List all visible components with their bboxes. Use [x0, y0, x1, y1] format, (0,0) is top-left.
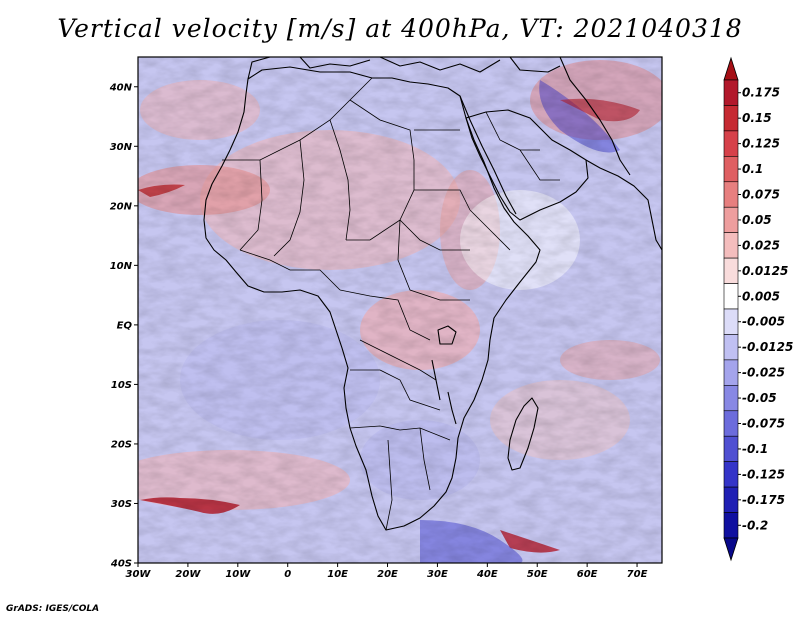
- axis-ticks: [134, 86, 638, 567]
- lon-label: 50E: [527, 569, 548, 580]
- colorbar-swatch: [723, 105, 739, 132]
- colorbar-label: 0.0125: [742, 264, 788, 278]
- colorbar-label: -0.175: [742, 493, 785, 507]
- colorbar-bottom-arrow: [723, 537, 739, 562]
- colorbar-swatch: [723, 257, 739, 284]
- colorbar-label: 0.1: [742, 162, 763, 176]
- colorbar-swatch: [723, 512, 739, 539]
- colorbar-label: -0.05: [742, 391, 777, 405]
- colorbar-swatch: [723, 410, 739, 437]
- colorbar-swatch: [723, 385, 739, 412]
- lon-label: 40E: [476, 569, 498, 580]
- colorbar-swatch: [723, 130, 739, 157]
- colorbar-label: 0.05: [742, 213, 772, 227]
- map-frame: [137, 56, 663, 564]
- colorbar-swatch: [723, 359, 739, 386]
- colorbar-swatch: [723, 232, 739, 259]
- velocity-field: [138, 57, 662, 563]
- lat-label: 30N: [110, 142, 133, 153]
- colorbar-label: 0.025: [742, 238, 780, 252]
- colorbar-label: -0.125: [742, 467, 785, 481]
- colorbar-swatch: [723, 308, 739, 335]
- colorbar-label: -0.0125: [742, 340, 793, 354]
- colorbar-swatch: [723, 334, 739, 361]
- lat-label: 40S: [110, 559, 132, 570]
- lat-label: 20N: [110, 201, 133, 212]
- latitude-labels: 40N 30N 20N 10N EQ 10S 20S 30S 40S: [109, 82, 133, 569]
- lon-label: 20W: [175, 569, 201, 580]
- colorbar-labels: 0.175 0.15 0.125 0.1 0.075 0.05 0.025 0.0125 0.0…: [742, 86, 793, 533]
- colorbar-swatch: [723, 486, 739, 513]
- colorbar-swatch: [723, 461, 739, 488]
- colorbar-label: 0.15: [742, 111, 772, 125]
- colorbar-label: -0.025: [742, 366, 785, 380]
- colorbar-label: 0.005: [742, 289, 780, 303]
- colorbar-label: -0.2: [742, 518, 768, 532]
- lon-label: 30W: [126, 569, 152, 580]
- colorbar-swatch: [723, 435, 739, 462]
- colorbar-label: -0.005: [742, 315, 785, 329]
- lon-label: 20E: [377, 569, 398, 580]
- coastlines: [203, 57, 662, 531]
- colorbar-swatch: [723, 181, 739, 208]
- grads-credit: GrADS: IGES/COLA: [6, 604, 100, 614]
- lat-label: 20S: [111, 439, 132, 450]
- map-title: Vertical velocity [m/s] at 400hPa, VT: 2…: [57, 14, 743, 43]
- colorbar-label: 0.075: [742, 188, 780, 202]
- colorbar-swatch: [723, 156, 739, 183]
- lon-label: 0: [284, 569, 291, 580]
- longitude-labels: 30W 20W 10W 0 10E 20E 30E 40E 50E 60E 70E: [126, 569, 648, 580]
- lat-label: 10N: [110, 261, 133, 272]
- lat-label: EQ: [117, 320, 133, 331]
- lon-label: 10W: [225, 569, 251, 580]
- colorbar-swatch: [723, 206, 739, 233]
- colorbar-label: -0.075: [742, 417, 785, 431]
- colorbar-label: 0.175: [742, 86, 780, 100]
- colorbar-top-arrow: [723, 56, 739, 81]
- colorbar-label: -0.1: [742, 442, 768, 456]
- colorbar: [723, 56, 741, 562]
- country-borders: [222, 77, 560, 531]
- lat-label: 10S: [111, 380, 132, 391]
- lon-label: 30E: [427, 569, 448, 580]
- colorbar-label: 0.125: [742, 137, 780, 151]
- lon-label: 10E: [327, 569, 348, 580]
- lon-label: 70E: [627, 569, 648, 580]
- lon-label: 60E: [577, 569, 598, 580]
- lat-label: 40N: [109, 82, 133, 93]
- colorbar-swatch: [723, 79, 739, 106]
- lat-label: 30S: [111, 499, 132, 510]
- colorbar-swatch: [723, 283, 739, 310]
